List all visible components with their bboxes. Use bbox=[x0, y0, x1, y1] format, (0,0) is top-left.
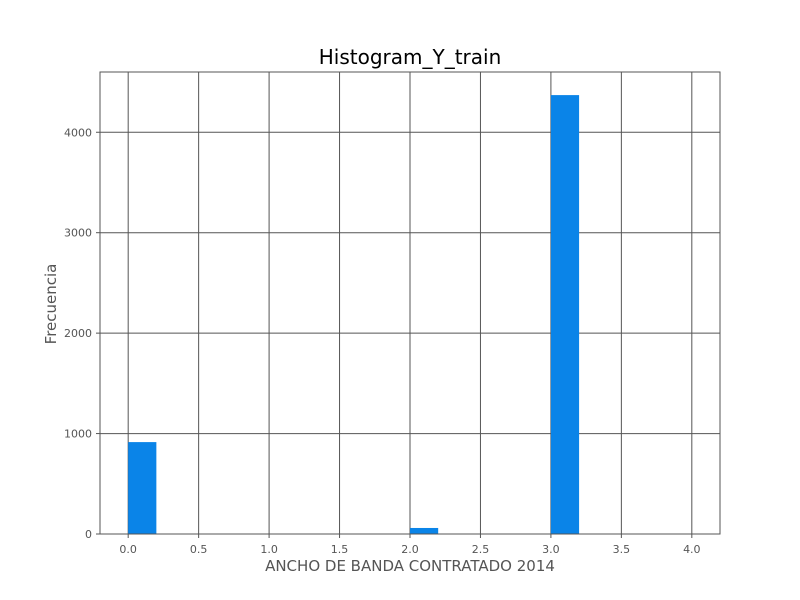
x-tick-label: 3.5 bbox=[613, 543, 631, 556]
x-tick-label: 0.5 bbox=[190, 543, 208, 556]
x-axis: 0.0 0.5 1.0 1.5 2.0 2.5 3.0 3.5 4.0 bbox=[119, 534, 701, 556]
y-axis-label: Frecuencia bbox=[42, 264, 60, 345]
x-tick-label: 3.0 bbox=[542, 543, 560, 556]
histogram-bar bbox=[410, 527, 439, 534]
y-tick-label: 4000 bbox=[64, 126, 92, 139]
x-tick-label: 2.5 bbox=[472, 543, 490, 556]
y-tick-label: 2000 bbox=[64, 327, 92, 340]
x-tick-label: 2.0 bbox=[401, 543, 419, 556]
x-tick-label: 1.5 bbox=[331, 543, 349, 556]
y-tick-label: 1000 bbox=[64, 428, 92, 441]
grid bbox=[100, 72, 720, 535]
bars bbox=[128, 95, 580, 534]
x-axis-label: ANCHO DE BANDA CONTRATADO 2014 bbox=[265, 557, 555, 575]
histogram-bar bbox=[550, 95, 580, 534]
y-tick-label: 3000 bbox=[64, 227, 92, 240]
x-tick-label: 0.0 bbox=[119, 543, 137, 556]
y-tick-label: 0 bbox=[85, 528, 92, 541]
histogram-bar bbox=[128, 442, 157, 534]
x-tick-label: 1.0 bbox=[260, 543, 278, 556]
chart-title: Histogram_Y_train bbox=[319, 45, 502, 69]
y-axis: 0 1000 2000 3000 4000 bbox=[64, 126, 100, 541]
x-tick-label: 4.0 bbox=[683, 543, 701, 556]
